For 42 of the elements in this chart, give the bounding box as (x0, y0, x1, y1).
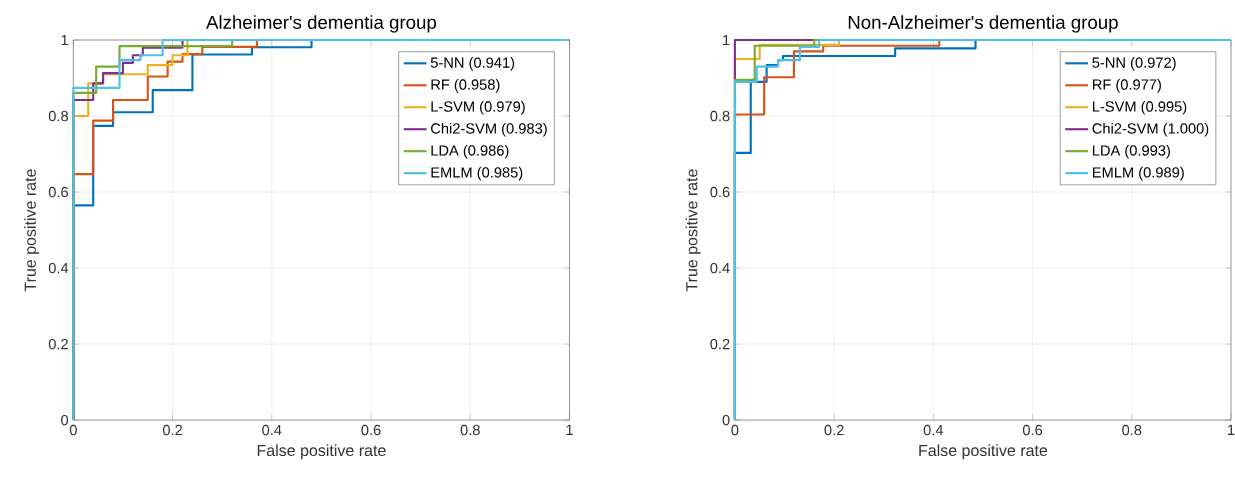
y-tick-label: 0 (61, 414, 69, 426)
x-tick-label: 0.8 (460, 424, 480, 436)
legend-label: RF (0.977) (1093, 78, 1161, 93)
x-tick-label: 0 (731, 424, 739, 436)
y-tick-label: 1 (723, 34, 730, 45)
chart-title: Non-Alzheimer's dementia group (848, 15, 1118, 33)
y-tick-label: 0.2 (48, 338, 68, 350)
y-tick-label: 0.4 (710, 262, 730, 274)
x-tick-label: 0.6 (361, 424, 381, 436)
x-tick-label: 0.2 (824, 424, 844, 436)
x-tick-label: 0.2 (162, 424, 183, 436)
y-tick-label: 0.2 (710, 338, 730, 350)
legend-label: RF (0.958) (431, 78, 500, 93)
y-tick-label: 0.8 (710, 110, 730, 122)
y-tick-label: 0.4 (48, 262, 69, 274)
legend-label: EMLM (0.989) (1093, 166, 1184, 181)
x-tick-label: 0.8 (1122, 424, 1142, 436)
legend-label: 5-NN (0.941) (430, 56, 515, 71)
legend-label: 5-NN (0.972) (1092, 56, 1176, 71)
y-tick-label: 1 (61, 34, 68, 45)
y-axis-title: True positive rate (685, 169, 701, 292)
y-axis-title: True positive rate (24, 169, 40, 292)
x-tick-label: 0.6 (1022, 424, 1043, 436)
x-axis-title: False positive rate (257, 444, 386, 460)
legend-label: L-SVM (0.995) (1093, 100, 1187, 115)
legend-label: Chi2-SVM (1.000) (1092, 122, 1209, 137)
y-tick-label: 0.8 (48, 110, 68, 122)
x-axis-title: False positive rate (919, 444, 1048, 460)
chart-title: Alzheimer's dementia group (206, 15, 437, 33)
x-tick-label: 0.4 (923, 424, 944, 436)
legend-label: L-SVM (0.979) (431, 100, 525, 115)
y-tick-label: 0.6 (710, 186, 730, 198)
x-tick-label: 1 (1228, 424, 1235, 435)
x-tick-label: 1 (566, 424, 573, 435)
legend-label: EMLM (0.985) (431, 166, 523, 181)
legend-label: Chi2-SVM (0.983) (431, 122, 547, 137)
x-tick-label: 0.4 (262, 424, 282, 436)
y-tick-label: 0.6 (48, 186, 68, 198)
y-tick-label: 0 (722, 414, 730, 426)
legend-label: LDA (0.986) (431, 144, 509, 159)
x-tick-label: 0 (69, 424, 77, 436)
legend-label: LDA (0.993) (1093, 144, 1170, 159)
